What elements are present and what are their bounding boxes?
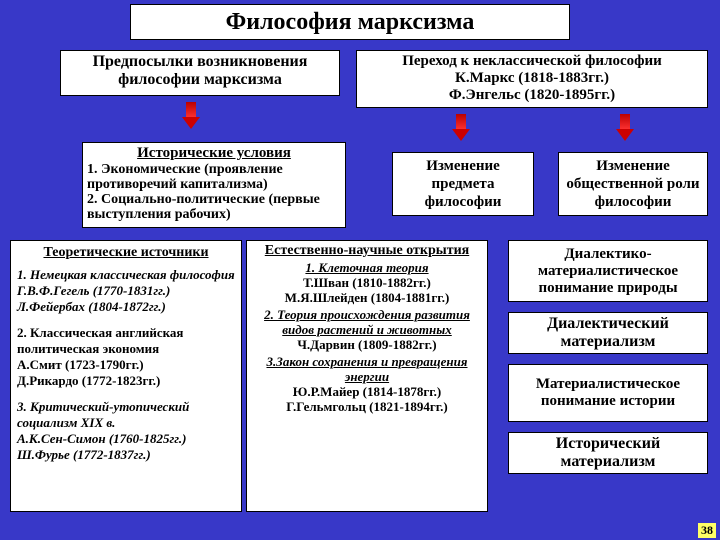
box-role-change: Изменение общественной роли философии bbox=[558, 152, 708, 216]
box-subject-change: Изменение предмета философии bbox=[392, 152, 534, 216]
sci-title: Естественно-научные открытия bbox=[251, 243, 483, 258]
box-premises: Предпосылки возникновения философии марк… bbox=[60, 50, 340, 96]
r2-text: Диалектический материализм bbox=[513, 315, 703, 351]
box-dialectic-materialism: Диалектический материализм bbox=[508, 312, 708, 354]
sci-l6: Ю.Р.Майер (1814-1878гг.) Г.Гельмгольц (1… bbox=[251, 384, 483, 414]
box-historical: Исторические условия 1. Экономические (п… bbox=[82, 142, 346, 228]
transition-line1: Переход к неклассической философии bbox=[361, 53, 703, 70]
box-transition: Переход к неклассической философии К.Мар… bbox=[356, 50, 708, 108]
sci-l5: 3.Закон сохранения и превращения энергии bbox=[251, 354, 483, 384]
transition-line2: К.Маркс (1818-1883гг.) bbox=[361, 70, 703, 87]
page-number: 38 bbox=[698, 523, 716, 538]
box-premises-text: Предпосылки возникновения философии марк… bbox=[93, 53, 308, 88]
historical-title: Исторические условия bbox=[87, 145, 341, 162]
r4-text: Исторический материализм bbox=[513, 435, 703, 471]
box-historical-materialism: Исторический материализм bbox=[508, 432, 708, 474]
arrow-down-icon bbox=[452, 114, 470, 142]
sci-l4: Ч.Дарвин (1809-1882гг.) bbox=[251, 337, 483, 352]
r3-text: Материалистическое понимание истории bbox=[513, 376, 703, 410]
arrow-down-icon bbox=[616, 114, 634, 142]
sources-title: Теоретические источники bbox=[17, 245, 235, 261]
sources-p3: 3. Критический-утопический социализм XIX… bbox=[17, 399, 235, 463]
role-change-text: Изменение общественной роли философии bbox=[563, 157, 703, 211]
sources-p1: 1. Немецкая классическая философия Г.В.Ф… bbox=[17, 267, 235, 315]
box-scientific: Естественно-научные открытия 1. Клеточна… bbox=[246, 240, 488, 512]
sci-l1: 1. Клеточная теория bbox=[251, 260, 483, 275]
subject-change-text: Изменение предмета философии bbox=[397, 157, 529, 211]
transition-line3: Ф.Энгельс (1820-1895гг.) bbox=[361, 87, 703, 104]
arrow-down-icon bbox=[182, 102, 200, 130]
historical-body: 1. Экономические (проявление противоречи… bbox=[87, 162, 341, 222]
sci-l3: 2. Теория происхождения развития видов р… bbox=[251, 307, 483, 337]
sources-p2: 2. Классическая английская политическая … bbox=[17, 325, 235, 389]
box-materialist-history: Материалистическое понимание истории bbox=[508, 364, 708, 422]
page-title: Философия марксизма bbox=[130, 4, 570, 40]
box-dialectic-nature: Диалектико-материалистическое понимание … bbox=[508, 240, 708, 302]
box-theoretical-sources: Теоретические источники 1. Немецкая клас… bbox=[10, 240, 242, 512]
r1-text: Диалектико-материалистическое понимание … bbox=[513, 246, 703, 297]
sci-l2: Т.Шван (1810-1882гг.) М.Я.Шлейден (1804-… bbox=[251, 275, 483, 305]
